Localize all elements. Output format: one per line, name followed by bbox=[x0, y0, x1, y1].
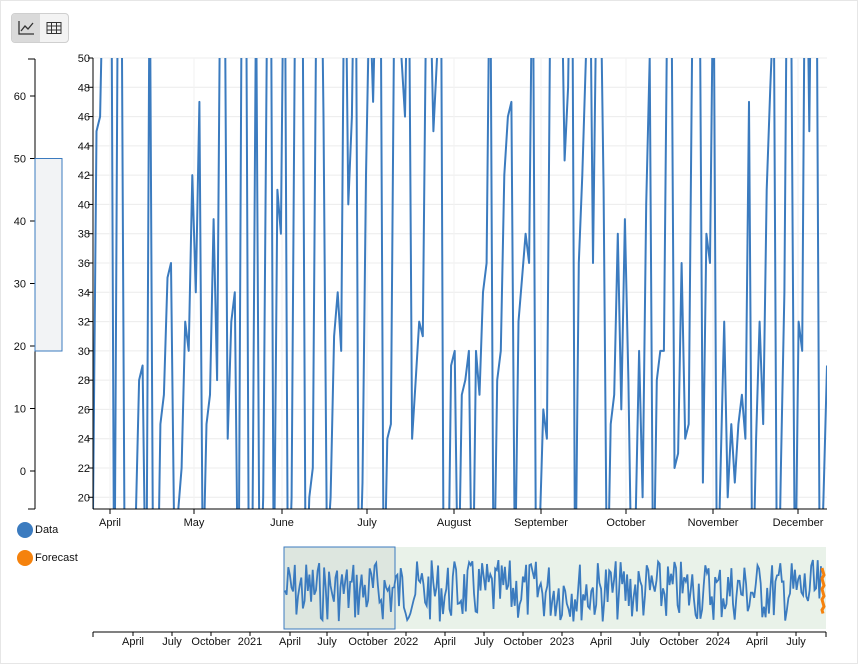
overview-x-axis-tick-label: 2024 bbox=[706, 636, 730, 648]
y-axis-tick-label: 20 bbox=[78, 492, 90, 504]
legend-label-data: Data bbox=[35, 524, 59, 536]
overview-x-axis-tick-label: July bbox=[162, 636, 182, 648]
x-axis-tick-label: November bbox=[688, 517, 739, 529]
overview-x-axis-tick-label: April bbox=[746, 636, 768, 648]
overview-x-axis-tick-label: 2023 bbox=[550, 636, 574, 648]
line-chart-icon bbox=[18, 21, 34, 35]
legend-label-forecast: Forecast bbox=[35, 552, 78, 564]
y-axis-tick-label: 48 bbox=[78, 82, 90, 94]
y-axis-tick-label: 34 bbox=[78, 287, 90, 299]
overview-x-axis-tick-label: October bbox=[348, 636, 387, 648]
overview-x-axis-tick-label: 2022 bbox=[394, 636, 418, 648]
legend-swatch-forecast bbox=[17, 550, 33, 566]
left-axis-tick-label: 50 bbox=[14, 154, 26, 166]
overview-series-forecast bbox=[820, 567, 826, 614]
left-axis-brush[interactable] bbox=[34, 158, 63, 352]
overview-x-axis-tick-label: July bbox=[786, 636, 806, 648]
y-axis-tick-label: 22 bbox=[78, 463, 90, 475]
overview-x-axis-tick-label: July bbox=[474, 636, 494, 648]
y-axis-tick-label: 30 bbox=[78, 346, 90, 358]
y-axis-tick-label: 28 bbox=[78, 375, 90, 387]
left-axis-tick-label: 40 bbox=[14, 216, 26, 228]
x-axis-tick-label: July bbox=[357, 517, 377, 529]
x-axis-tick-label: May bbox=[184, 517, 205, 529]
y-axis-tick-label: 38 bbox=[78, 229, 90, 241]
y-axis-tick-label: 50 bbox=[78, 53, 90, 65]
overview-x-axis-tick-label: October bbox=[191, 636, 230, 648]
y-axis-tick-label: 44 bbox=[78, 141, 90, 153]
overview-series-data bbox=[284, 559, 822, 623]
y-axis-tick-label: 32 bbox=[78, 317, 90, 329]
x-axis-tick-label: April bbox=[99, 517, 121, 529]
overview-x-axis-tick-label: 2021 bbox=[238, 636, 262, 648]
legend-item-data[interactable]: Data bbox=[17, 522, 78, 538]
y-axis-tick-label: 36 bbox=[78, 258, 90, 270]
overview-x-axis-tick-label: April bbox=[279, 636, 301, 648]
x-axis-tick-label: June bbox=[270, 517, 294, 529]
legend-item-forecast[interactable]: Forecast bbox=[17, 550, 78, 566]
overview-x-axis-tick-label: October bbox=[659, 636, 698, 648]
main-plot-area bbox=[93, 58, 827, 509]
y-axis-tick-label: 42 bbox=[78, 170, 90, 182]
y-axis-tick-label: 26 bbox=[78, 404, 90, 416]
main-axes: 20 22 24 26 28 30 32 34 36 38 40 42 44 46 48 50 April May… bbox=[78, 53, 827, 529]
overview-x-axis-tick-label: April bbox=[122, 636, 144, 648]
y-axis-tick-label: 40 bbox=[78, 199, 90, 211]
x-axis-tick-label: December bbox=[773, 517, 824, 529]
overview-x-axis-tick-label: October bbox=[503, 636, 542, 648]
overview-x-axis-tick-label: April bbox=[590, 636, 612, 648]
left-overview-axis: 0 10 20 30 40 50 60 bbox=[14, 58, 63, 510]
left-axis-tick-label: 30 bbox=[14, 279, 26, 291]
x-axis-tick-label: September bbox=[514, 517, 568, 529]
left-axis-tick-label: 10 bbox=[14, 404, 26, 416]
left-axis-tick-label: 20 bbox=[14, 341, 26, 353]
left-axis-tick-label: 0 bbox=[20, 466, 26, 478]
line-chart-view-button[interactable] bbox=[12, 14, 40, 42]
overview-x-axis-tick-label: April bbox=[434, 636, 456, 648]
left-axis-tick-label: 60 bbox=[14, 91, 26, 103]
table-view-button[interactable] bbox=[40, 14, 68, 42]
overview-x-axis-tick-label: July bbox=[630, 636, 650, 648]
y-axis-tick-label: 46 bbox=[78, 112, 90, 124]
range-selector[interactable]: April July October 2021 April July October 2022… bbox=[92, 546, 827, 648]
legend: Data Forecast bbox=[17, 522, 78, 578]
legend-swatch-data bbox=[17, 522, 33, 538]
main-grid bbox=[93, 57, 827, 509]
table-icon bbox=[46, 22, 62, 34]
y-axis-tick-label: 24 bbox=[78, 434, 90, 446]
x-axis-tick-label: August bbox=[437, 517, 471, 529]
overview-x-axis-tick-label: July bbox=[317, 636, 337, 648]
view-toolbar bbox=[11, 13, 69, 43]
series-line-data bbox=[93, 58, 827, 509]
x-axis-tick-label: October bbox=[606, 517, 645, 529]
